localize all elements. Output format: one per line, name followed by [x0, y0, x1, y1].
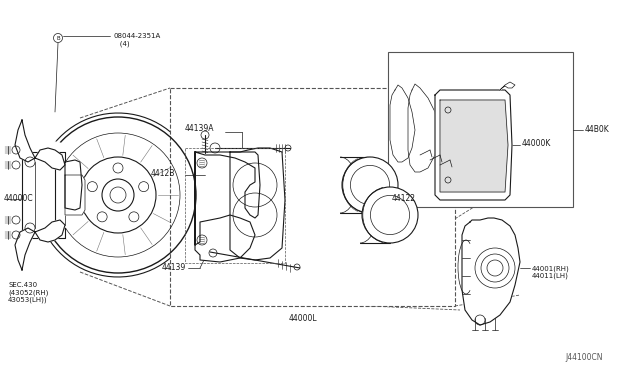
- Polygon shape: [15, 220, 65, 270]
- Text: 44122: 44122: [392, 193, 416, 202]
- Text: 44139A: 44139A: [185, 124, 214, 132]
- Polygon shape: [390, 85, 415, 162]
- Polygon shape: [230, 148, 285, 260]
- Circle shape: [351, 166, 390, 205]
- Polygon shape: [435, 90, 512, 200]
- Polygon shape: [22, 142, 65, 242]
- Text: 4412B: 4412B: [150, 169, 175, 177]
- Polygon shape: [15, 120, 65, 170]
- Text: 44000K: 44000K: [522, 138, 552, 148]
- Bar: [388, 52, 573, 207]
- Circle shape: [342, 157, 398, 213]
- Text: 44139: 44139: [162, 263, 186, 273]
- Polygon shape: [408, 84, 438, 172]
- Polygon shape: [440, 100, 508, 192]
- Text: B: B: [56, 35, 60, 41]
- Polygon shape: [65, 175, 85, 215]
- Text: 44001(RH)
44011(LH): 44001(RH) 44011(LH): [532, 265, 570, 279]
- Circle shape: [371, 195, 410, 235]
- Polygon shape: [22, 152, 65, 238]
- Text: 44B0K: 44B0K: [585, 125, 610, 134]
- Bar: [170, 88, 455, 306]
- Circle shape: [362, 187, 418, 243]
- Bar: [185, 148, 285, 263]
- Text: 44000C: 44000C: [4, 193, 34, 202]
- Text: SEC.430
(43052(RH)
43053(LH)): SEC.430 (43052(RH) 43053(LH)): [8, 282, 49, 303]
- Polygon shape: [195, 152, 260, 218]
- Polygon shape: [500, 82, 515, 90]
- Polygon shape: [462, 218, 520, 325]
- Text: J44100CN: J44100CN: [565, 353, 602, 362]
- Text: 08044-2351A
   (4): 08044-2351A (4): [113, 33, 160, 46]
- Text: 44000L: 44000L: [288, 314, 317, 323]
- Polygon shape: [65, 160, 82, 210]
- Polygon shape: [195, 152, 255, 262]
